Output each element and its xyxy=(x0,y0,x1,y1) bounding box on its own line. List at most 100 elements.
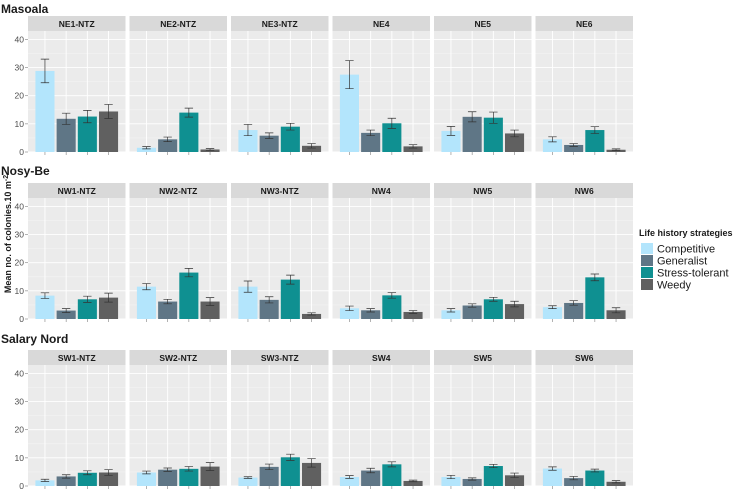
bar-sw4-competitive xyxy=(339,476,359,486)
bar-sw5-stress-tolerant xyxy=(483,466,503,486)
facet-panel xyxy=(332,198,430,319)
bar-sw3-ntz-competitive xyxy=(238,477,258,486)
bar-nw5-weedy xyxy=(505,304,525,319)
facet-ne5: NE5 xyxy=(434,16,532,155)
y-tick-label-salary-nord-0: 0 xyxy=(19,481,24,489)
errorbar-nw6-competitive xyxy=(548,305,557,309)
bar-nw6-competitive xyxy=(542,307,562,319)
errorbar-ne6-generalist xyxy=(569,143,578,147)
bar-ne4-competitive xyxy=(339,74,359,152)
facet-panel xyxy=(129,31,227,152)
legend: Life history strategies CompetitiveGenera… xyxy=(639,228,733,292)
errorbar-sw6-competitive xyxy=(548,466,557,471)
errorbar-nw3-ntz-stress-tolerant xyxy=(286,274,295,285)
errorbar-ne3-ntz-generalist xyxy=(264,132,274,139)
facet-nw5: NW5 xyxy=(434,183,532,322)
legend-key-weedy xyxy=(641,279,653,290)
errorbar-sw6-weedy xyxy=(611,480,621,484)
facet-panel xyxy=(332,365,430,486)
y-tick-label-salary-nord-20: 20 xyxy=(15,425,25,435)
errorbar-sw5-stress-tolerant xyxy=(489,463,498,469)
bar-nw6-stress-tolerant xyxy=(585,277,605,319)
region-title-nosy-be: Nosy-Be xyxy=(1,164,50,178)
bar-sw2-ntz-stress-tolerant xyxy=(179,468,199,486)
facet-strip xyxy=(129,183,227,198)
facet-sw1-ntz: SW1-NTZ xyxy=(28,350,126,489)
y-tick-label-masoala-10: 10 xyxy=(15,119,25,129)
errorbar-ne5-weedy xyxy=(510,129,519,138)
bar-ne1-ntz-competitive xyxy=(35,70,55,152)
legend-label-competitive: Competitive xyxy=(657,244,715,256)
errorbar-nw1-ntz-weedy xyxy=(104,292,113,303)
bar-sw1-ntz-generalist xyxy=(56,476,76,486)
errorbar-nw3-ntz-weedy xyxy=(307,312,316,316)
bar-sw6-stress-tolerant xyxy=(585,470,605,486)
y-tick-label-nosy-be-30: 30 xyxy=(15,230,25,240)
region-nosy-be: Nosy-Be 0 10 20 30 40 NW1-NTZ NW2-NTZ NW3-NTZ NW4… xyxy=(1,164,633,324)
errorbar-ne1-ntz-competitive xyxy=(40,58,50,84)
facet-strip xyxy=(28,350,126,365)
errorbar-ne6-stress-tolerant xyxy=(590,126,600,134)
bar-ne1-ntz-generalist xyxy=(56,118,76,152)
errorbar-nw5-weedy xyxy=(510,300,519,308)
errorbar-ne5-competitive xyxy=(446,126,456,136)
errorbar-sw3-ntz-generalist xyxy=(264,463,274,471)
errorbar-ne1-ntz-generalist xyxy=(61,112,71,125)
regions-layer: Masoala 0 10 20 30 40 NE1-NTZ NE2-NTZ NE3-NTZ NE4… xyxy=(1,2,633,489)
facet-nw3-ntz: NW3-NTZ xyxy=(231,183,329,322)
y-tick-label-nosy-be-40: 40 xyxy=(15,201,25,211)
bar-nw3-ntz-competitive xyxy=(238,286,258,319)
errorbar-ne2-ntz-generalist xyxy=(163,136,172,142)
y-tick-label-masoala-30: 30 xyxy=(15,63,25,73)
facet-title-sw5: SW5 xyxy=(474,353,493,363)
bar-sw1-ntz-weedy xyxy=(99,472,119,486)
errorbar-sw4-stress-tolerant xyxy=(387,461,397,468)
legend-key-competitive xyxy=(641,243,653,254)
facet-strip xyxy=(434,16,532,31)
errorbar-ne2-ntz-weedy xyxy=(205,148,215,151)
bar-ne5-generalist xyxy=(462,116,482,152)
errorbar-sw5-generalist xyxy=(467,477,477,481)
bar-ne2-ntz-generalist xyxy=(158,139,178,152)
errorbar-nw2-ntz-competitive xyxy=(142,283,151,291)
facet-nw1-ntz: NW1-NTZ xyxy=(28,183,126,322)
legend-key-stress-tolerant xyxy=(641,267,653,278)
errorbar-sw5-competitive xyxy=(446,474,456,480)
bar-nw3-ntz-generalist xyxy=(259,299,279,319)
legend-label-stress-tolerant: Stress-tolerant xyxy=(657,268,729,280)
facet-strip xyxy=(332,16,430,31)
errorbar-sw1-ntz-competitive xyxy=(40,478,50,482)
bar-ne2-ntz-stress-tolerant xyxy=(179,112,199,152)
errorbar-nw2-ntz-generalist xyxy=(163,298,172,305)
errorbar-sw3-ntz-competitive xyxy=(243,476,253,479)
bar-nw5-generalist xyxy=(462,305,482,319)
bar-sw6-competitive xyxy=(542,468,562,486)
errorbar-ne5-stress-tolerant xyxy=(489,111,498,124)
facet-strip xyxy=(332,350,430,365)
bar-ne3-ntz-weedy xyxy=(302,145,322,152)
bar-nw6-generalist xyxy=(564,302,584,319)
bar-sw3-ntz-generalist xyxy=(259,466,279,486)
errorbar-sw2-ntz-generalist xyxy=(163,467,172,472)
bar-nw1-ntz-stress-tolerant xyxy=(77,299,97,319)
errorbar-sw4-weedy xyxy=(408,479,418,483)
bar-nw4-competitive xyxy=(339,308,359,319)
y-tick-label-masoala-40: 40 xyxy=(15,34,25,44)
facet-panel xyxy=(28,365,126,486)
bar-nw5-competitive xyxy=(441,310,461,319)
bar-ne4-stress-tolerant xyxy=(382,123,402,152)
bar-ne6-stress-tolerant xyxy=(585,130,605,152)
errorbar-nw4-weedy xyxy=(408,310,418,314)
facet-title-sw2-ntz: SW2-NTZ xyxy=(159,353,197,363)
y-axis-title-superscript: -2 xyxy=(3,175,10,181)
bar-ne1-ntz-stress-tolerant xyxy=(77,116,97,152)
bar-sw4-generalist xyxy=(361,470,381,486)
facet-ne6: NE6 xyxy=(535,16,633,155)
facet-title-ne3-ntz: NE3-NTZ xyxy=(262,19,298,29)
bar-ne4-generalist xyxy=(361,132,381,152)
facet-title-nw2-ntz: NW2-NTZ xyxy=(159,186,197,196)
bar-ne2-ntz-competitive xyxy=(136,147,156,152)
facet-title-ne1-ntz: NE1-NTZ xyxy=(59,19,95,29)
facet-strip xyxy=(434,350,532,365)
bar-sw2-ntz-generalist xyxy=(158,469,178,486)
